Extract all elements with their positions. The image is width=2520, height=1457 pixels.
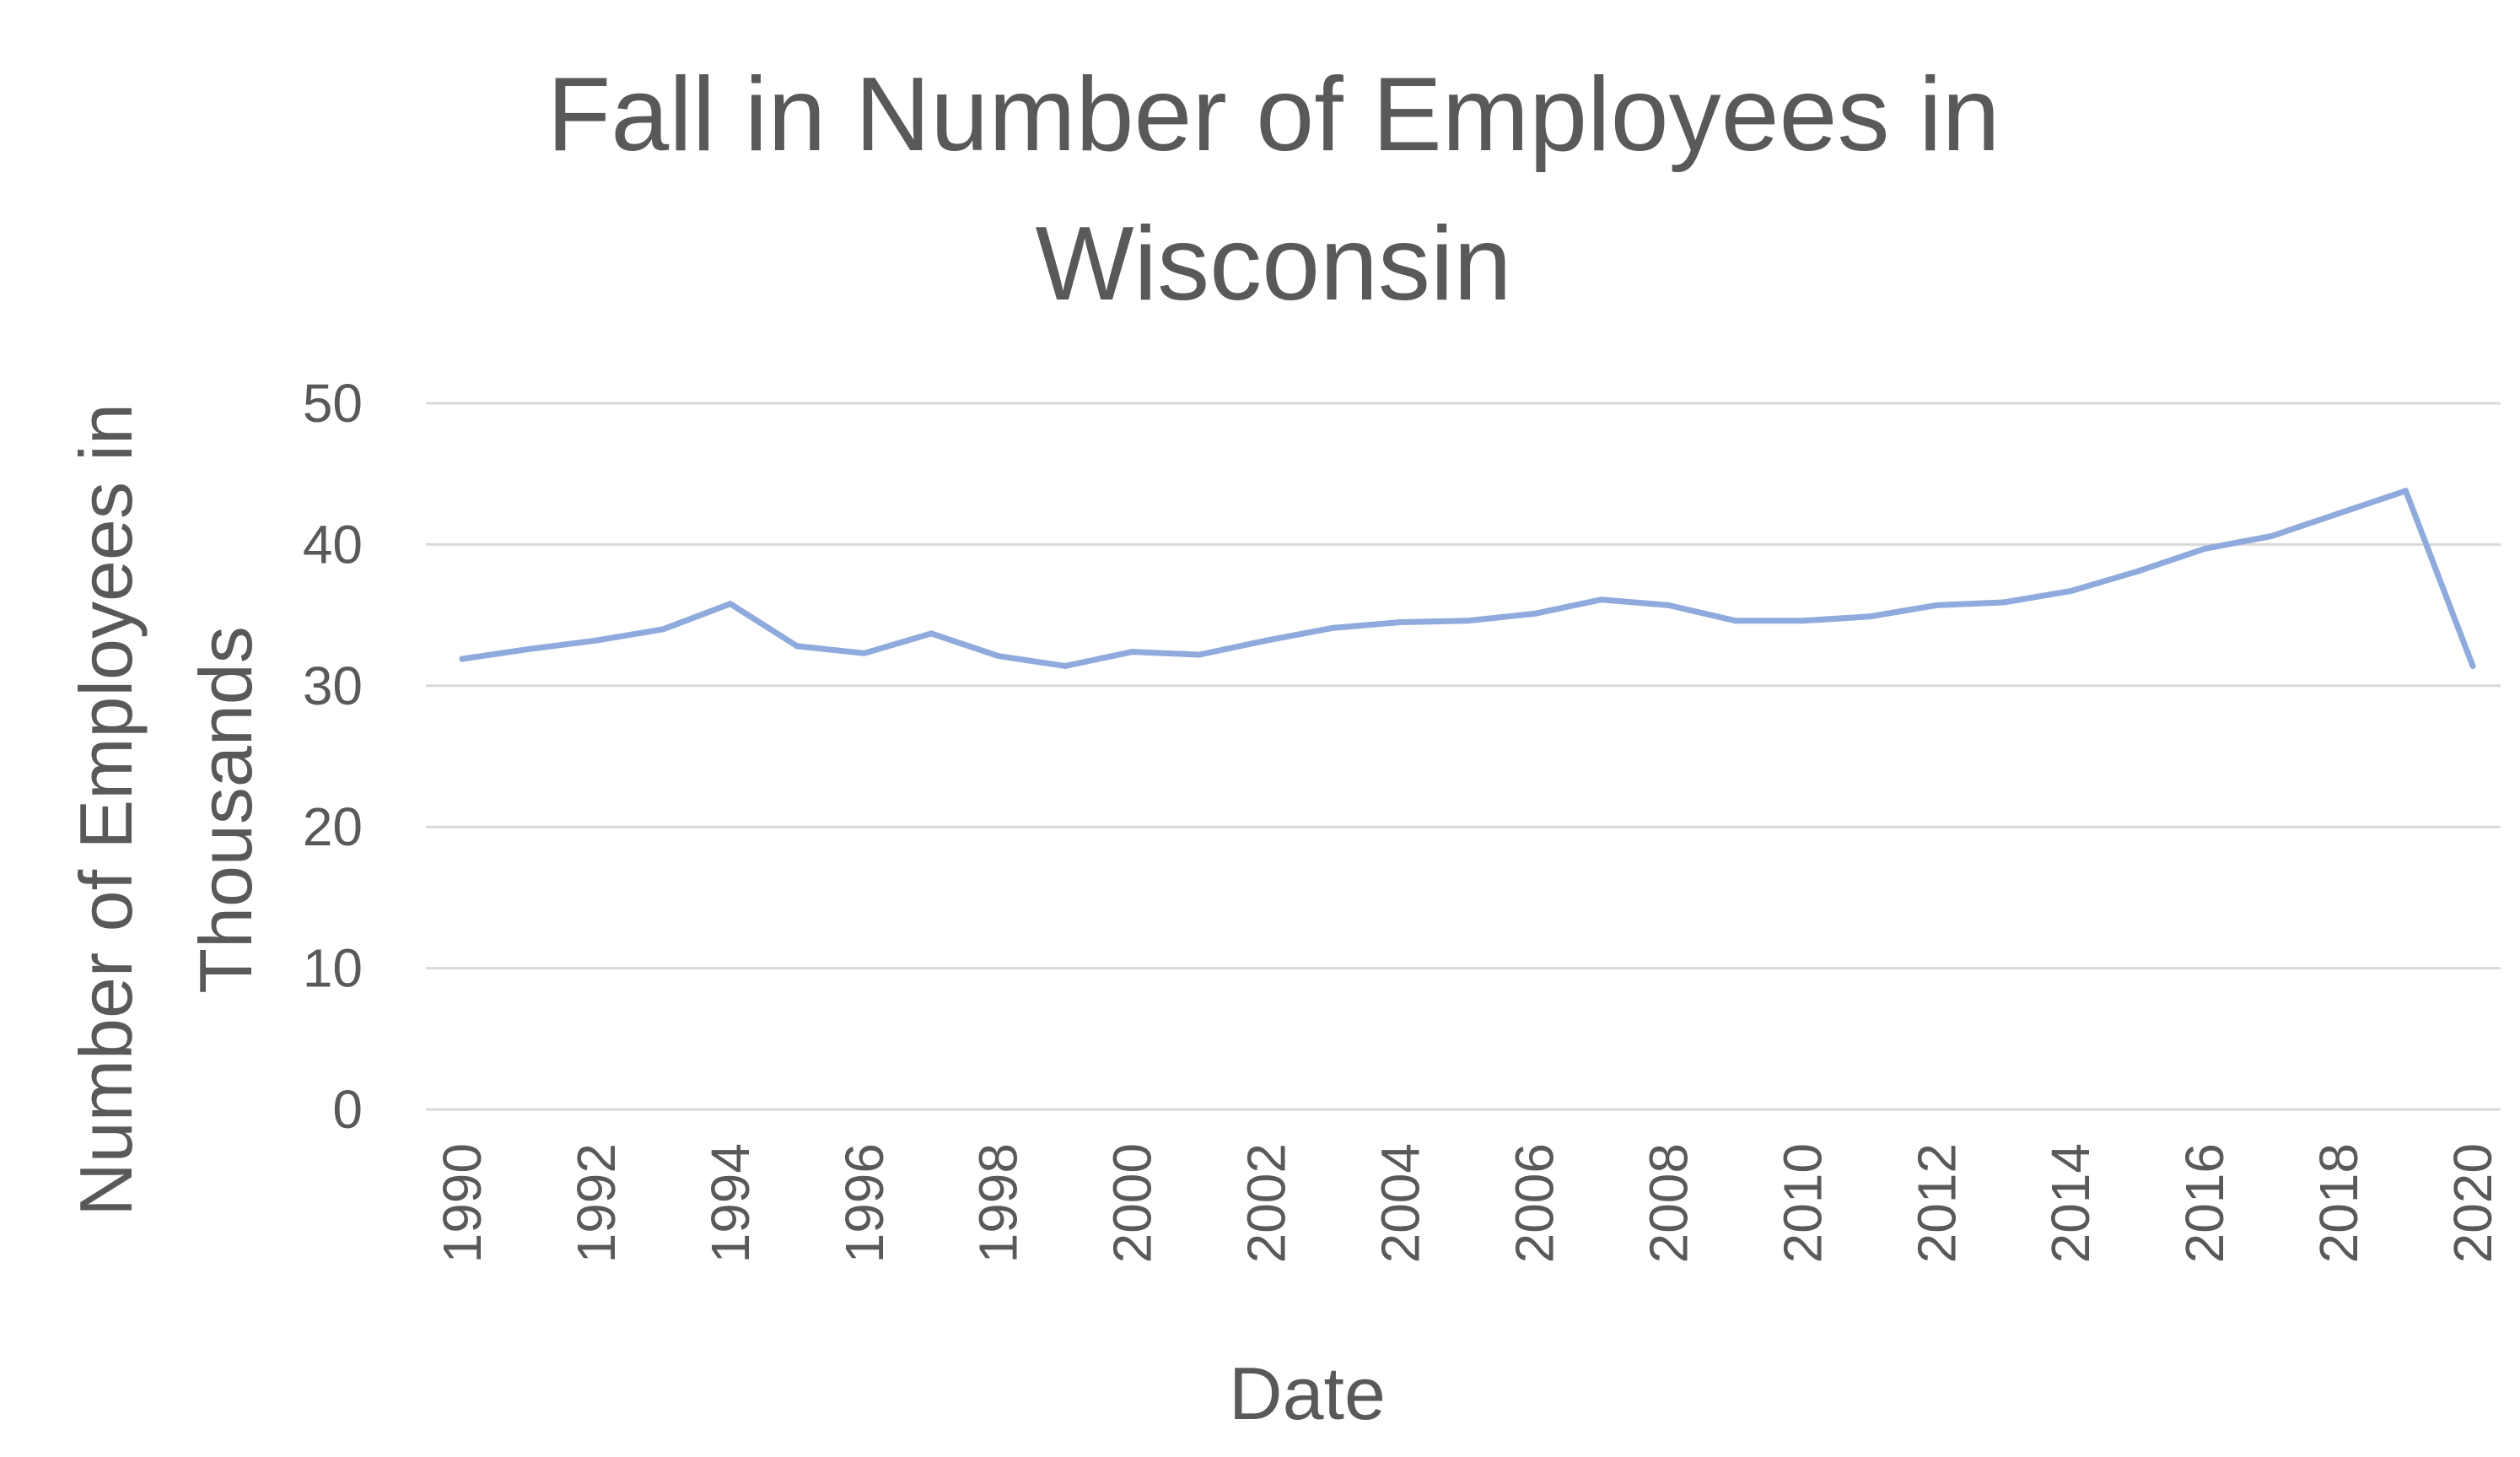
data-point — [2469, 662, 2476, 669]
x-tick-label: 2000 — [1102, 1143, 1163, 1263]
x-tick-label: 2020 — [2442, 1143, 2503, 1263]
x-tick-label: 1992 — [566, 1143, 627, 1263]
data-point — [2135, 568, 2141, 575]
data-point — [995, 653, 1002, 660]
series-group — [459, 488, 2476, 669]
x-tick-label: 1994 — [700, 1143, 761, 1263]
y-axis-tick-labels: 0 10 20 30 40 50 — [303, 373, 363, 1140]
x-tick-label: 1990 — [432, 1143, 493, 1263]
data-point — [1129, 649, 1136, 656]
y-tick-label: 40 — [303, 514, 363, 575]
x-tick-label: 2008 — [1638, 1143, 1699, 1263]
data-point — [1799, 618, 1806, 624]
x-tick-label: 2016 — [2174, 1143, 2235, 1263]
data-point — [1397, 619, 1403, 625]
data-point — [861, 650, 868, 656]
y-tick-label: 50 — [303, 373, 363, 434]
y-tick-label: 30 — [303, 656, 363, 716]
data-point — [1866, 613, 1873, 620]
y-axis-title-line-1: Number of Employees in — [64, 403, 148, 1217]
x-axis-title: Date — [1229, 1352, 1386, 1435]
x-tick-label: 1996 — [834, 1143, 895, 1263]
chart-title: Fall in Number of Employees in Wisconsin — [547, 57, 2000, 322]
data-point — [1665, 602, 1672, 608]
data-point — [660, 626, 666, 633]
y-tick-label: 20 — [303, 796, 363, 857]
x-tick-label: 2004 — [1370, 1143, 1431, 1263]
x-tick-label: 2002 — [1236, 1143, 1297, 1263]
y-tick-label: 0 — [332, 1079, 363, 1140]
x-tick-label: 2018 — [2308, 1143, 2369, 1263]
data-point — [1732, 618, 1739, 624]
data-point — [593, 637, 600, 644]
data-point — [1062, 662, 1069, 669]
y-axis-title: Number of Employees in Thousands — [64, 403, 267, 1217]
data-point — [1263, 637, 1270, 644]
x-tick-label: 2012 — [1906, 1143, 1967, 1263]
data-point — [1598, 596, 1605, 603]
x-tick-label: 2014 — [2040, 1143, 2101, 1263]
data-point — [1933, 602, 1940, 608]
y-axis-title-line-2: Thousands — [184, 626, 267, 993]
y-tick-label: 10 — [303, 938, 363, 999]
gridlines — [426, 402, 2501, 1111]
x-tick-label: 2006 — [1504, 1143, 1564, 1263]
data-point — [2201, 545, 2208, 552]
data-point — [526, 645, 532, 652]
data-point — [2403, 488, 2409, 494]
data-point — [727, 601, 734, 607]
data-point — [1464, 618, 1471, 624]
chart-title-line-1: Fall in Number of Employees in — [547, 57, 2000, 173]
data-point — [2067, 588, 2074, 595]
data-point — [794, 643, 800, 650]
data-point — [2000, 599, 2007, 606]
x-tick-label: 2010 — [1772, 1143, 1833, 1263]
chart-title-line-2: Wisconsin — [1035, 206, 1511, 322]
x-tick-label: 1998 — [968, 1143, 1029, 1263]
x-axis-tick-labels: 1990 1992 1994 1996 1998 2000 2002 2004 2006 2008… — [432, 1143, 2503, 1263]
data-point — [928, 630, 934, 637]
series-line-0 — [459, 488, 2476, 669]
data-point — [1196, 651, 1203, 658]
data-point — [2269, 532, 2275, 539]
data-point — [459, 656, 466, 662]
data-point — [1330, 624, 1337, 631]
data-point — [2335, 510, 2342, 517]
data-point — [1532, 610, 1537, 617]
